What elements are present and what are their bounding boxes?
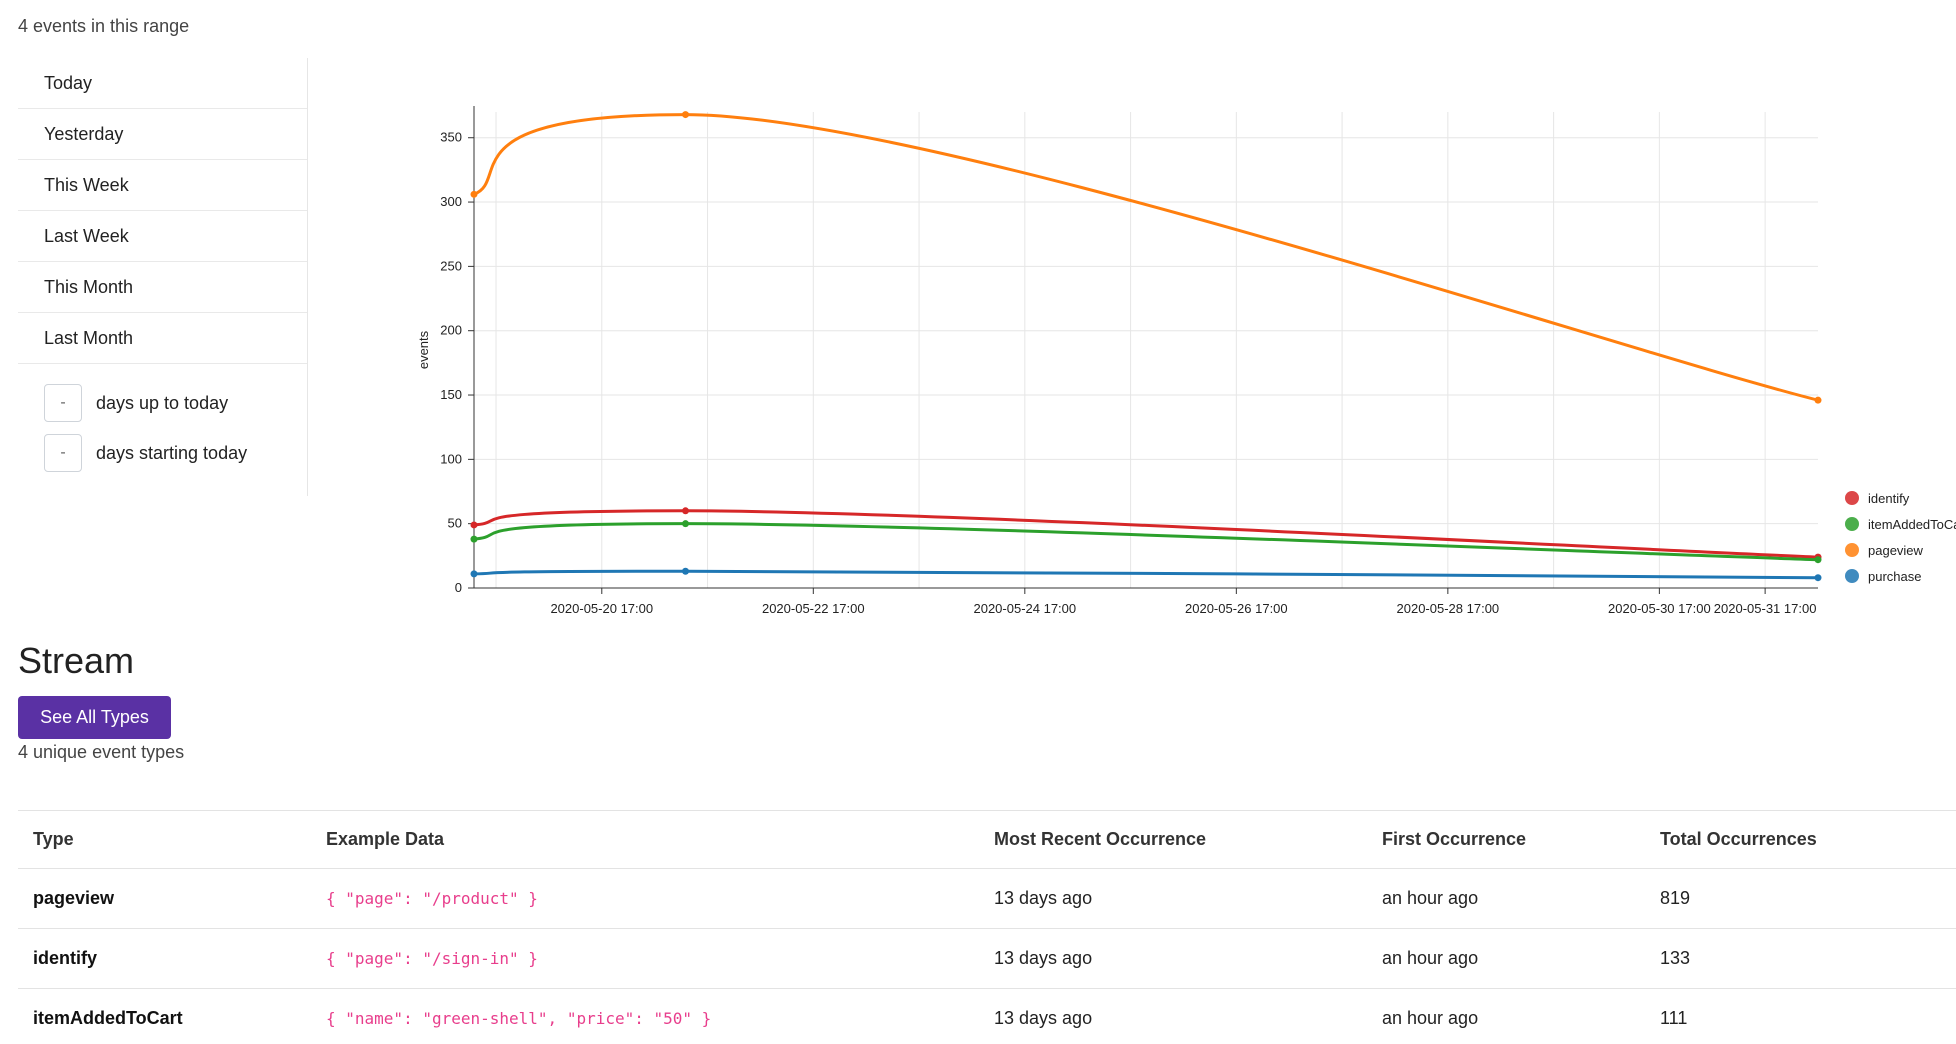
series-line-itemAddedToCart — [473, 522, 1819, 562]
row-example-data: { "page": "/product" } — [311, 868, 979, 929]
y-tick-label: 250 — [440, 258, 462, 273]
chart-series — [470, 111, 1822, 582]
data-point-pageview — [470, 190, 478, 198]
row-type: itemAddedToCart — [18, 988, 311, 1044]
days-starting-today-row: days starting today — [18, 428, 307, 478]
chart-legend: identify itemAddedToCart pageview purchase — [1845, 491, 1956, 584]
range-count-text: 4 events in this range — [18, 16, 190, 36]
row-total: 111 — [1645, 988, 1956, 1044]
days-starting-today-input[interactable] — [44, 434, 82, 472]
row-example-data: { "page": "/sign-in" } — [311, 928, 979, 989]
data-point-itemAddedToCart — [682, 520, 690, 528]
header-most-recent: Most Recent Occurrence — [979, 810, 1367, 869]
stream-title: Stream — [18, 640, 135, 681]
legend-label-itemAddedToCart: itemAddedToCart — [1868, 517, 1956, 532]
table-row[interactable]: identify { "page": "/sign-in" } 13 days … — [18, 928, 1956, 989]
data-point-pageview — [1814, 396, 1822, 404]
table-header-row: Type Example Data Most Recent Occurrence… — [18, 810, 1956, 869]
y-tick-label: 0 — [455, 580, 462, 595]
days-up-to-today-row: days up to today — [18, 378, 307, 428]
series-line-identify — [473, 509, 1819, 559]
row-first-occurrence: an hour ago — [1367, 988, 1645, 1044]
data-point-purchase — [682, 567, 690, 575]
x-tick-label: 2020-05-26 17:00 — [1185, 601, 1288, 616]
range-last-month[interactable]: Last Month — [18, 313, 307, 364]
y-axis-label: events — [416, 330, 431, 369]
legend-swatch-identify — [1845, 491, 1859, 505]
data-point-itemAddedToCart — [470, 535, 478, 543]
chart-axes: 0 50 100 150 200 250 300 350 2020-05-20 17:00 202… — [440, 106, 1818, 616]
legend-label-identify: identify — [1868, 491, 1910, 506]
legend-label-purchase: purchase — [1868, 569, 1921, 584]
y-tick-label: 100 — [440, 451, 462, 466]
range-yesterday[interactable]: Yesterday — [18, 109, 307, 160]
header-example-data: Example Data — [311, 810, 979, 869]
header-type: Type — [18, 810, 311, 869]
x-tick-label: 2020-05-20 17:00 — [550, 601, 653, 616]
events-line-chart: 0 50 100 150 200 250 300 350 2020-05-20 17:00 202… — [416, 106, 1956, 616]
x-tick-label: 2020-05-30 17:00 — [1608, 601, 1711, 616]
days-up-to-today-label: days up to today — [96, 392, 229, 413]
x-tick-label: 2020-05-24 17:00 — [973, 601, 1076, 616]
y-tick-label: 300 — [440, 194, 462, 209]
row-type: identify — [18, 928, 311, 989]
y-tick-label: 200 — [440, 323, 462, 338]
y-tick-label: 150 — [440, 387, 462, 402]
days-starting-today-label: days starting today — [96, 442, 248, 463]
data-point-identify — [470, 521, 478, 529]
legend-swatch-itemAddedToCart — [1845, 517, 1859, 531]
series-line-pageview — [473, 113, 1819, 402]
y-tick-label: 50 — [448, 516, 462, 531]
legend-swatch-purchase — [1845, 569, 1859, 583]
data-point-pageview — [682, 111, 690, 119]
y-tick-label: 350 — [440, 130, 462, 145]
header-total-occurrences: Total Occurrences — [1645, 810, 1956, 869]
range-this-week[interactable]: This Week — [18, 160, 307, 211]
x-tick-label: 2020-05-22 17:00 — [762, 601, 865, 616]
range-last-week[interactable]: Last Week — [18, 211, 307, 262]
row-type: pageview — [18, 868, 311, 929]
data-point-identify — [682, 507, 690, 515]
data-point-itemAddedToCart — [1814, 556, 1822, 564]
unique-types-text: 4 unique event types — [18, 742, 185, 762]
row-most-recent: 13 days ago — [979, 868, 1367, 929]
row-most-recent: 13 days ago — [979, 928, 1367, 989]
data-point-purchase — [1814, 574, 1822, 582]
x-tick-label: 2020-05-28 17:00 — [1397, 601, 1500, 616]
legend-label-pageview: pageview — [1868, 543, 1924, 558]
legend-swatch-pageview — [1845, 543, 1859, 557]
row-total: 133 — [1645, 928, 1956, 989]
range-this-month[interactable]: This Month — [18, 262, 307, 313]
series-line-purchase — [473, 569, 1819, 580]
row-example-data: { "name": "green-shell", "price": "50" } — [311, 988, 979, 1044]
row-first-occurrence: an hour ago — [1367, 868, 1645, 929]
range-today[interactable]: Today — [18, 58, 307, 109]
see-all-types-button[interactable]: See All Types — [18, 696, 171, 739]
days-up-to-today-input[interactable] — [44, 384, 82, 422]
row-most-recent: 13 days ago — [979, 988, 1367, 1044]
date-range-sidebar: Today Yesterday This Week Last Week This… — [18, 58, 308, 496]
header-first-occurrence: First Occurrence — [1367, 810, 1645, 869]
chart-grid — [474, 112, 1818, 589]
x-tick-label: 2020-05-31 17:00 — [1714, 601, 1817, 616]
table-row[interactable]: pageview { "page": "/product" } 13 days … — [18, 868, 1956, 929]
row-total: 819 — [1645, 868, 1956, 929]
event-types-table: Type Example Data Most Recent Occurrence… — [18, 810, 1956, 1044]
data-point-purchase — [470, 570, 478, 578]
row-first-occurrence: an hour ago — [1367, 928, 1645, 989]
table-row[interactable]: itemAddedToCart { "name": "green-shell",… — [18, 988, 1956, 1044]
